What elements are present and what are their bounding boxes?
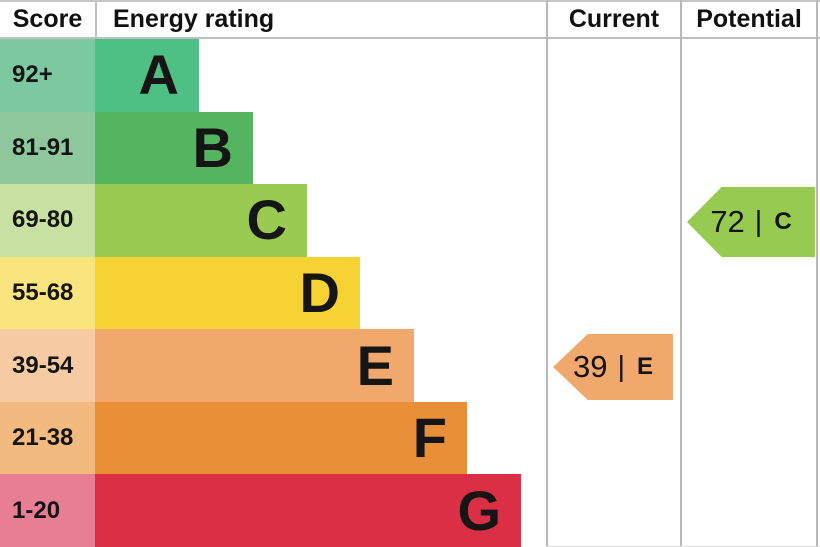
band-row-f: 21-38 F: [0, 401, 546, 475]
band-bar-g: G: [95, 474, 521, 547]
score-range-label-b: 81-91: [12, 133, 74, 161]
band-bar-c: C: [95, 184, 307, 257]
band-letter-a: A: [138, 43, 179, 107]
header-underline: [0, 37, 820, 39]
potential-band-letter: C: [774, 208, 792, 235]
potential-column-divider: [680, 0, 682, 547]
current-band-letter: E: [637, 353, 654, 380]
band-bar-d: D: [95, 256, 360, 330]
band-row-b: 81-91 B: [0, 111, 546, 185]
score-range-cell-d: 55-68: [0, 256, 95, 330]
band-bar-a: A: [95, 39, 199, 112]
current-separator: |: [617, 350, 625, 383]
score-range-label-a: 92+: [12, 61, 53, 89]
header-potential: Potential: [696, 4, 802, 33]
score-column-divider: [95, 2, 97, 38]
score-range-label-c: 69-80: [12, 206, 74, 234]
band-row-e: 39-54 E: [0, 329, 546, 402]
score-range-label-f: 21-38: [12, 424, 74, 452]
score-range-label-d: 55-68: [12, 279, 74, 307]
band-letter-b: B: [192, 115, 233, 179]
band-bar-e: E: [95, 329, 414, 402]
band-row-c: 69-80 C: [0, 184, 546, 257]
score-range-cell-e: 39-54: [0, 329, 95, 402]
band-letter-g: G: [457, 478, 501, 542]
score-range-label-e: 39-54: [12, 351, 74, 379]
score-range-label-g: 1-20: [12, 496, 61, 524]
header-current: Current: [568, 4, 660, 33]
band-row-d: 55-68 D: [0, 256, 546, 330]
score-range-cell-b: 81-91: [0, 111, 95, 185]
header-energy-rating: Energy rating: [113, 4, 275, 33]
top-border-line: [0, 0, 820, 2]
band-letter-f: F: [412, 406, 447, 470]
band-letter-e: E: [356, 333, 394, 397]
band-bar-b: B: [95, 111, 253, 185]
band-row-a: 92+ A: [0, 39, 546, 112]
score-range-cell-a: 92+: [0, 39, 95, 112]
header-score: Score: [12, 4, 83, 33]
potential-rating-arrow: 72 | C: [687, 187, 815, 257]
current-column-divider: [546, 0, 548, 547]
current-score-value: 39: [572, 349, 608, 384]
potential-score-value: 72: [710, 204, 745, 239]
band-bar-f: F: [95, 401, 467, 475]
score-range-cell-c: 69-80: [0, 184, 95, 257]
current-rating-arrow: 39 | E: [553, 334, 673, 400]
band-letter-c: C: [246, 188, 287, 252]
score-range-cell-f: 21-38: [0, 401, 95, 475]
band-row-g: 1-20 G: [0, 474, 546, 547]
band-rows: 92+ A 81-91 B 69-80 C 55-68: [0, 39, 546, 547]
potential-separator: |: [754, 205, 763, 238]
band-letter-d: D: [299, 261, 340, 325]
score-range-cell-g: 1-20: [0, 474, 95, 547]
right-border-line: [816, 0, 818, 547]
